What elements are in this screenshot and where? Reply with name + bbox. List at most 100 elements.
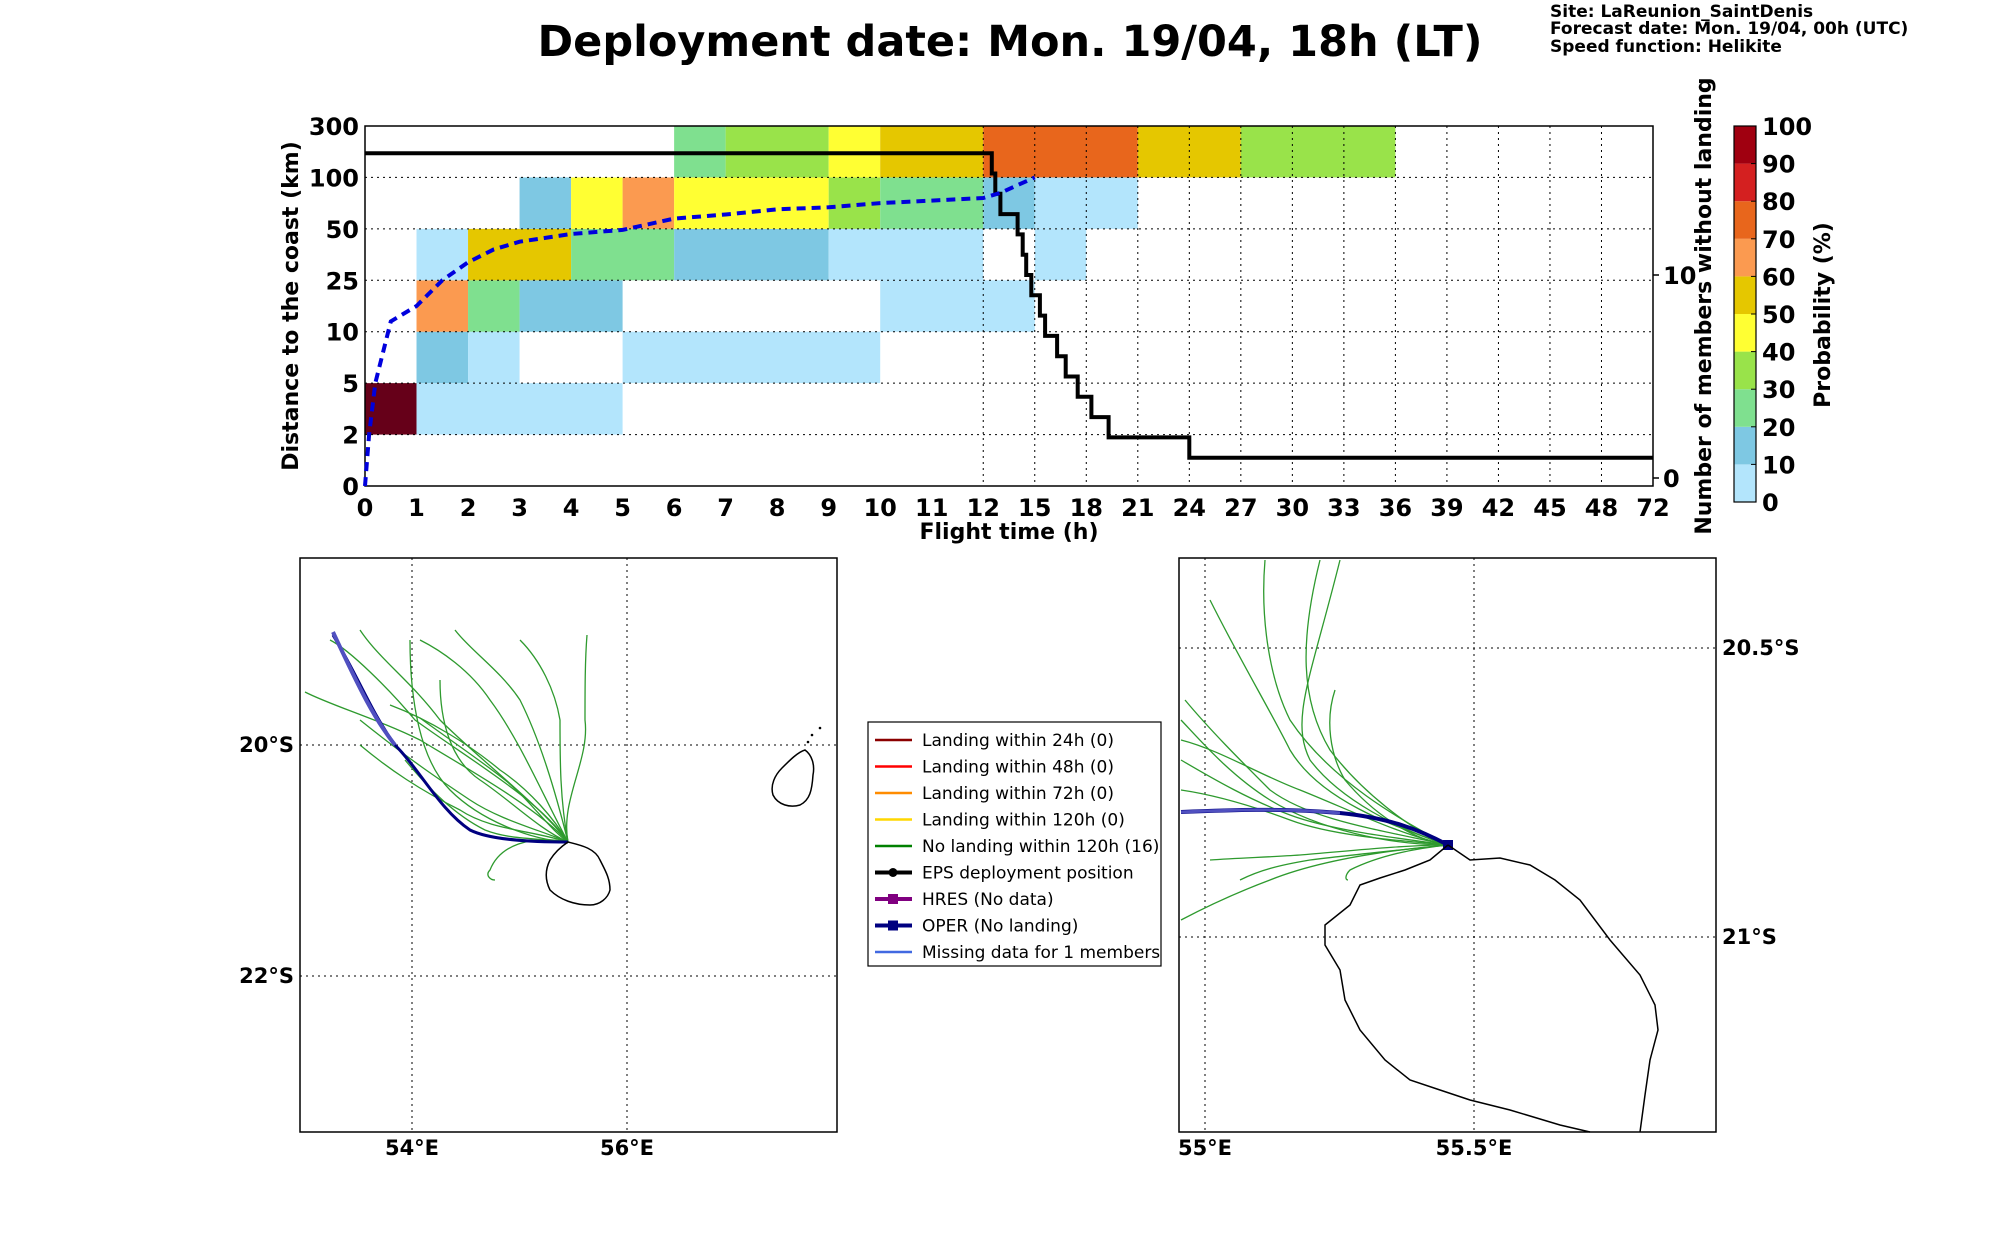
y-tick-label: 0 [342,473,359,501]
x-tick-label: 15 [1018,494,1051,522]
mean-distance-curve [363,175,1036,487]
heatmap-cell [983,177,1035,229]
map-overview: 54°E 56°E 20°S 22°S [239,557,838,1160]
map-overview-lon-tick: 54°E [385,1136,439,1160]
x-tick-label: 36 [1379,494,1412,522]
y-axis-label: Distance to the coast (km) [279,141,304,471]
colorbar-cell [1734,464,1756,502]
x-tick-label: 12 [967,494,1000,522]
legend-label: OPER (No landing) [922,917,1078,937]
legend-item: OPER (No landing) [875,917,1078,937]
islet-dot [810,733,814,737]
colorbar: 0 10 20 30 40 50 60 70 80 90 100 Probability (%) [1733,113,1836,517]
colorbar-tick-label: 90 [1762,151,1795,179]
x-tick-label: 45 [1533,494,1566,522]
colorbar-tick-label: 0 [1762,489,1779,517]
x-tick-label: 10 [863,494,896,522]
islet-dot [818,726,822,730]
legend-item: HRES (No data) [875,890,1054,910]
heatmap-cell [468,280,520,332]
legend-items: Landing within 24h (0) Landing within 48h… [875,731,1160,963]
y-tick-label: 100 [309,164,359,192]
heatmap-cell [468,331,520,384]
heatmap-cell [571,228,675,281]
islet-dot [806,740,810,744]
y-tick-label: 25 [326,267,359,295]
speed-info: Speed function: Helikite [1550,37,1782,57]
colorbar-tick-label: 60 [1762,263,1795,291]
colorbar-tick-label: 80 [1762,188,1795,216]
legend-item: Missing data for 1 members [875,943,1160,963]
x-tick-label: 8 [769,494,786,522]
heatmap-grid [365,126,1653,486]
map-overview-tracks [304,629,588,881]
x-tick-label: 7 [717,494,734,522]
map-overview-frame [299,557,838,1133]
reunion-coastline-small [545,841,611,906]
x-tick-label: 72 [1636,494,1669,522]
map-zoom-lat-tick: 20.5°S [1722,636,1799,660]
heatmap-cell [416,383,623,435]
heatmap-cell [468,228,572,281]
legend: Landing within 24h (0) Landing within 48h… [867,721,1162,967]
y-tick-label: 10 [326,319,359,347]
heatmap-cell [674,228,829,281]
x-tick-label: 3 [511,494,528,522]
heatmap-cell [880,177,984,229]
x-tick-label: 18 [1070,494,1103,522]
mauritius-coastline [771,749,815,807]
colorbar-tick-label: 70 [1762,226,1795,254]
x-tick-label: 4 [563,494,580,522]
colorbar-cell [1734,163,1756,202]
colorbar-cell [1734,201,1756,239]
heatmap-cell [1034,177,1138,229]
x-tick-labels: 0 1 2 3 4 5 6 7 8 9 10 11 12 15 18 21 24 27 30 33 36 39 42 45 48… [357,494,1670,522]
map-zoom-lat-tick: 21°S [1722,925,1777,949]
y-tick-label: 5 [342,370,359,398]
heatmap-cell [674,177,829,229]
map-zoom-lon-tick: 55°E [1178,1136,1232,1160]
x-tick-label: 0 [357,494,374,522]
heatmap-cell [416,228,469,281]
map-zoom-missing-track [1180,808,1341,815]
legend-item: Landing within 24h (0) [875,731,1114,751]
x-tick-label: 1 [408,494,425,522]
colorbar-tick-label: 10 [1762,451,1795,479]
heatmap-cells [365,126,1396,435]
x-tick-label: 48 [1585,494,1618,522]
colorbar-cell [1734,351,1756,390]
legend-item: Landing within 48h (0) [875,758,1114,778]
heatmap-cell [1034,228,1087,281]
colorbar-tick-labels: 0 10 20 30 40 50 60 70 80 90 100 [1751,113,1812,517]
heatmap-cell [880,280,1035,332]
x-tick-label: 24 [1173,494,1206,522]
heatmap-chart: 0 1 2 3 4 5 6 7 8 9 10 11 12 15 18 21 24 27 30 33 36 39 42 45 48… [279,77,1717,545]
colorbar-label: Probability (%) [1811,222,1836,408]
colorbar-tick-label: 50 [1762,301,1795,329]
colorbar-cell [1734,126,1756,164]
x-axis-label: Flight time (h) [919,520,1098,545]
legend-label: Landing within 48h (0) [922,758,1114,778]
colorbar-cell [1734,238,1756,277]
y-tick-label: 50 [326,216,359,244]
legend-item: No landing within 120h (16) [875,837,1159,857]
colorbar-tick-label: 20 [1762,414,1795,442]
x-tick-label: 2 [460,494,477,522]
heatmap-cell [416,280,469,332]
heatmap-cell [416,331,469,384]
colorbar-tick-label: 30 [1762,376,1795,404]
x-tick-label: 39 [1430,494,1463,522]
legend-item: EPS deployment position [875,864,1134,884]
figure-title: Deployment date: Mon. 19/04, 18h (LT) [537,17,1482,67]
x-tick-label: 27 [1224,494,1257,522]
heatmap-cell [622,331,881,384]
legend-label: EPS deployment position [922,864,1134,884]
map-zoom-lon-tick: 55.5°E [1436,1136,1513,1160]
x-tick-label: 11 [915,494,948,522]
heatmap-cell [519,177,572,229]
legend-frame [867,721,1162,967]
map-zoom: 55°E 55.5°E 20.5°S 21°S [1178,557,1799,1160]
legend-marker [888,920,898,931]
